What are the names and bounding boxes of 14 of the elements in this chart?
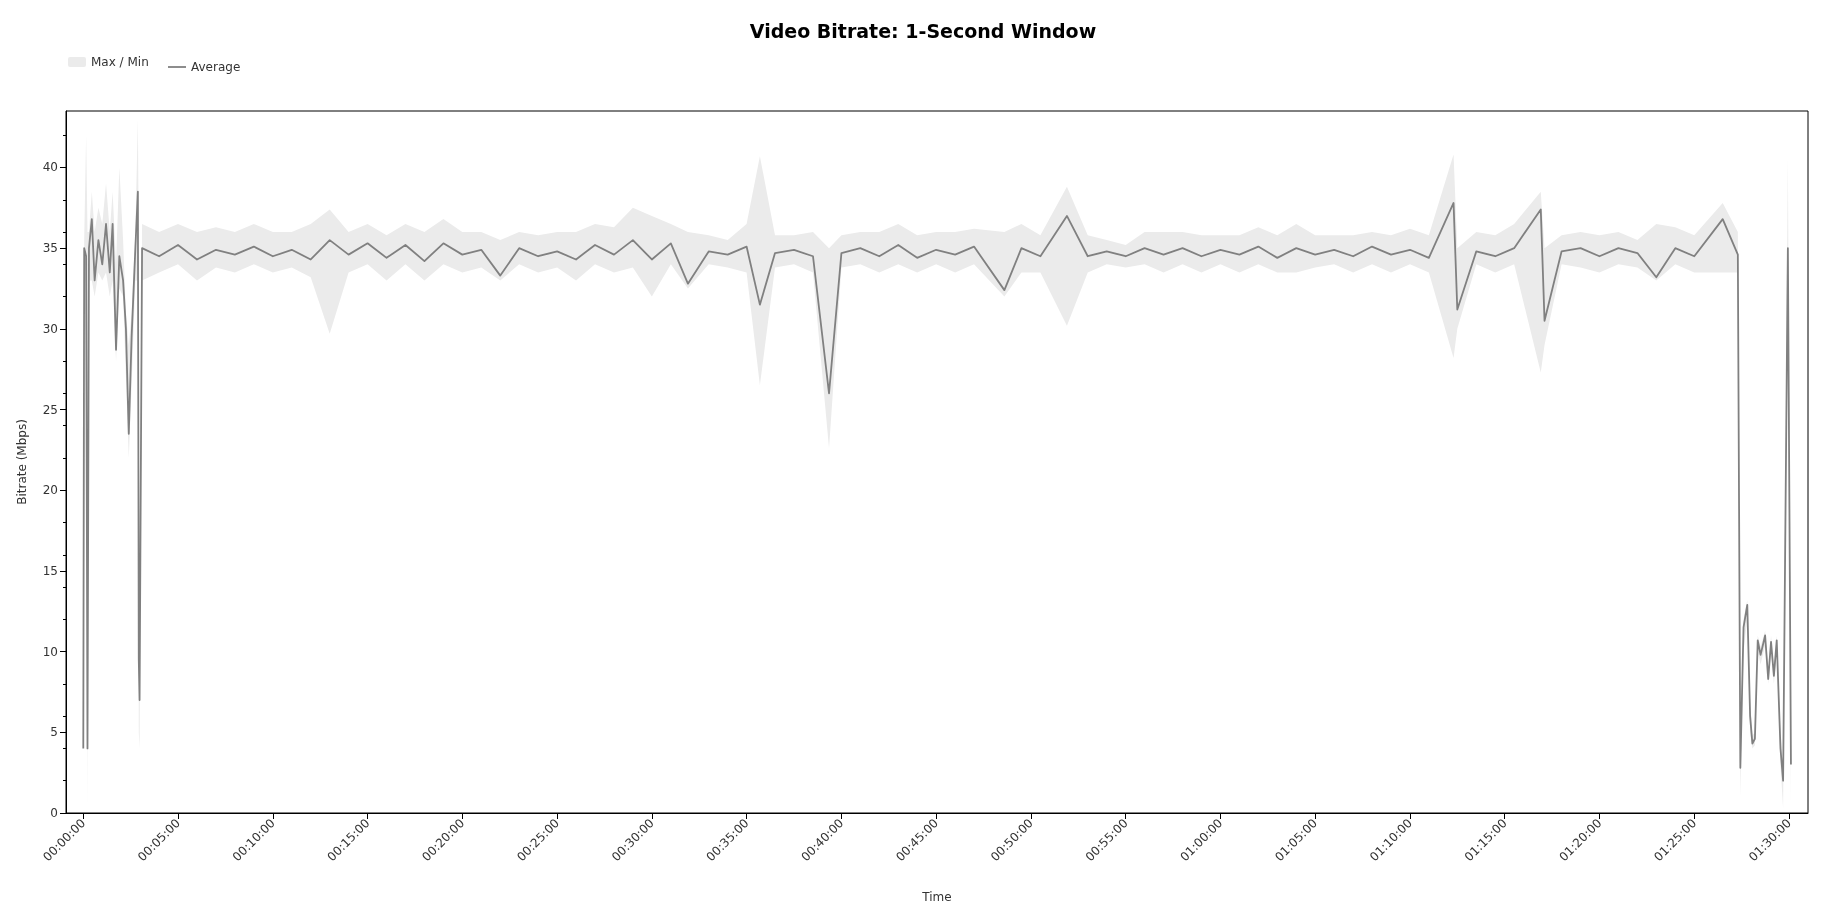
y-tick-label: 40 [42,160,58,175]
y-tick-label: 35 [42,241,58,256]
text: Max / Min [91,55,149,69]
y-tick-label: 30 [42,321,58,336]
x-axis-title: Time [921,890,952,904]
chart-title: Video Bitrate: 1-Second Window [749,19,1097,42]
y-tick-label: 5 [50,725,58,740]
y-axis-title: Bitrate (Mbps) [15,419,29,505]
y-tick-label: 0 [50,806,58,820]
y-tick-label: 15 [42,563,58,578]
y-tick-label: 20 [42,483,58,498]
y-tick-label: 25 [42,402,58,417]
legend-label: Average [191,60,241,74]
y-tick-label: 10 [42,644,58,659]
